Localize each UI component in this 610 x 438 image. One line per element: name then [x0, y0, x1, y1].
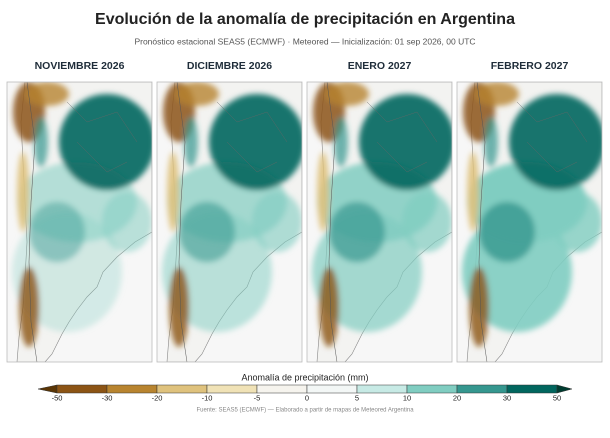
title: Evolución de la anomalía de precipitació… — [95, 11, 515, 28]
map-frame — [156, 81, 303, 363]
anomaly — [162, 82, 302, 347]
anomaly — [12, 82, 152, 347]
colorbar-tick: -30 — [102, 393, 113, 402]
border — [326, 82, 338, 362]
dry-area — [325, 82, 369, 106]
border — [26, 82, 38, 362]
colorbar-bin — [256, 384, 308, 394]
colorbar-extend — [556, 384, 573, 394]
colorbar-tick: 0 — [305, 393, 309, 402]
border — [176, 82, 188, 362]
dry-area — [475, 82, 519, 106]
colorbar-bin — [306, 384, 358, 394]
colorbar-extend — [37, 384, 58, 394]
dry-area — [467, 152, 479, 232]
dry-area — [175, 82, 219, 106]
dry-area — [17, 152, 29, 232]
dry-area — [19, 267, 39, 347]
map-content — [157, 82, 302, 362]
colorbar-tick: 30 — [503, 393, 511, 402]
anomaly — [312, 82, 452, 347]
border — [476, 82, 488, 362]
wet-area — [359, 94, 452, 190]
wet-area — [252, 192, 302, 252]
wet-area — [59, 94, 152, 190]
panel-title: NOVIEMBRE 2026 — [35, 60, 125, 72]
colorbar-bin — [56, 384, 108, 394]
map-frame — [6, 81, 153, 363]
wet-area — [329, 202, 385, 262]
border — [366, 101, 438, 173]
colorbar-bin — [156, 384, 208, 394]
colorbar-tick: -50 — [52, 393, 63, 402]
map — [306, 81, 453, 363]
wet-area — [552, 192, 602, 252]
subtitle: Pronóstico estacional SEAS5 (ECMWF) · Me… — [134, 36, 475, 46]
wet-area — [402, 192, 452, 252]
panel-title: ENERO 2027 — [348, 60, 412, 72]
colorbar-tick: 20 — [453, 393, 461, 402]
colorbar-tick: -20 — [152, 393, 163, 402]
colorbar-tick: 5 — [355, 393, 359, 402]
colorbar-bin — [106, 384, 158, 394]
colorbar-bin — [406, 384, 458, 394]
border — [216, 101, 288, 173]
colorbar-tick: 10 — [403, 393, 411, 402]
map-frame — [306, 81, 453, 363]
wet-area — [334, 117, 348, 167]
colorbar-tick: 50 — [553, 393, 561, 402]
wet-area — [509, 94, 602, 190]
colorbar-tick: -10 — [202, 393, 213, 402]
colorbar: -50 -30 -20 -10 -5 0 5 10 20 30 50 — [37, 384, 573, 402]
dry-area — [469, 267, 489, 347]
colorbar-bin — [506, 384, 558, 394]
dry-area — [317, 152, 329, 232]
border — [516, 101, 588, 173]
wet-area — [179, 202, 235, 262]
map-content — [457, 82, 602, 362]
dry-area — [319, 267, 339, 347]
panel-title: FEBRERO 2027 — [491, 60, 569, 72]
wet-area — [484, 117, 498, 167]
colorbar-label: Anomalía de precipitación (mm) — [241, 372, 368, 382]
panel-title: DICIEMBRE 2026 — [187, 60, 272, 72]
wet-area — [209, 94, 302, 190]
colorbar-bin — [206, 384, 258, 394]
dry-area — [169, 267, 189, 347]
panels: NOVIEMBRE 2026 DICIEMBRE 2026 ENERO 2027 FE… — [6, 60, 603, 363]
wet-area — [184, 117, 198, 167]
map — [6, 81, 153, 363]
map — [156, 81, 303, 363]
colorbar-tick: -5 — [254, 393, 261, 402]
map-frame — [456, 81, 603, 363]
wet-area — [102, 192, 152, 252]
map-content — [307, 82, 452, 362]
colorbar-bin — [456, 384, 508, 394]
border — [66, 101, 138, 173]
wet-area — [29, 202, 85, 262]
dry-area — [25, 82, 69, 106]
colorbar-bin — [356, 384, 408, 394]
map-content — [7, 82, 152, 362]
wet-area — [479, 202, 535, 262]
wet-area — [34, 117, 48, 167]
anomaly — [462, 82, 602, 347]
dry-area — [167, 152, 179, 232]
source: Fuente: SEAS5 (ECMWF) — Elaborado a part… — [196, 408, 414, 414]
map — [456, 81, 603, 363]
